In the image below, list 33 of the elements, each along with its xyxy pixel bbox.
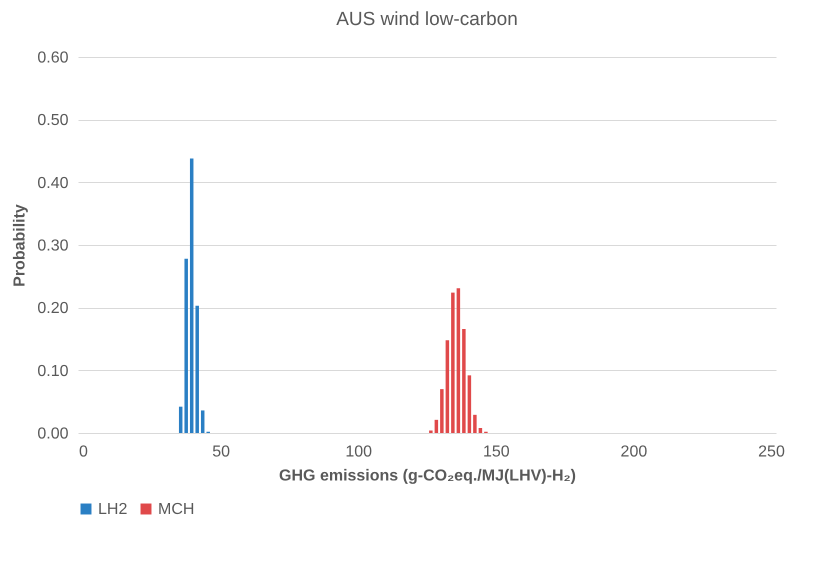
bar	[440, 389, 444, 433]
chart-title: AUS wind low-carbon	[336, 9, 518, 30]
bar	[473, 414, 477, 433]
bar	[478, 428, 482, 433]
x-tick-label: 0	[79, 444, 88, 460]
bar	[190, 158, 194, 433]
y-tick-label: 0.20	[37, 300, 69, 318]
bar	[184, 258, 188, 433]
y-tick-label: 0.00	[37, 426, 69, 442]
bar	[429, 430, 433, 433]
bar	[451, 292, 455, 433]
bar	[434, 420, 438, 433]
x-axis-title: GHG emissions (g-CO₂eq./MJ(LHV)-H₂)	[279, 468, 576, 484]
x-tick-label: 200	[620, 444, 648, 460]
bar	[200, 410, 204, 433]
y-tick-label: 0.60	[37, 50, 69, 66]
bar	[178, 406, 182, 433]
y-tick-label: 0.40	[37, 174, 69, 192]
bar	[468, 375, 472, 433]
x-tick-label: 50	[212, 444, 230, 460]
y-tick-label: 0.50	[37, 112, 69, 130]
bar	[462, 328, 466, 433]
legend-label: LH2	[98, 501, 128, 518]
y-axis-title: Probability	[11, 204, 28, 287]
bar	[195, 306, 199, 433]
x-tick-label: 100	[345, 444, 372, 460]
bar	[446, 340, 450, 433]
y-tick-label: 0.30	[37, 238, 69, 254]
legend-label: MCH	[158, 501, 194, 518]
x-tick-label: 250	[758, 444, 785, 460]
bar	[456, 288, 460, 433]
y-tick-label: 0.10	[37, 362, 69, 380]
x-tick-label: 150	[482, 444, 510, 460]
